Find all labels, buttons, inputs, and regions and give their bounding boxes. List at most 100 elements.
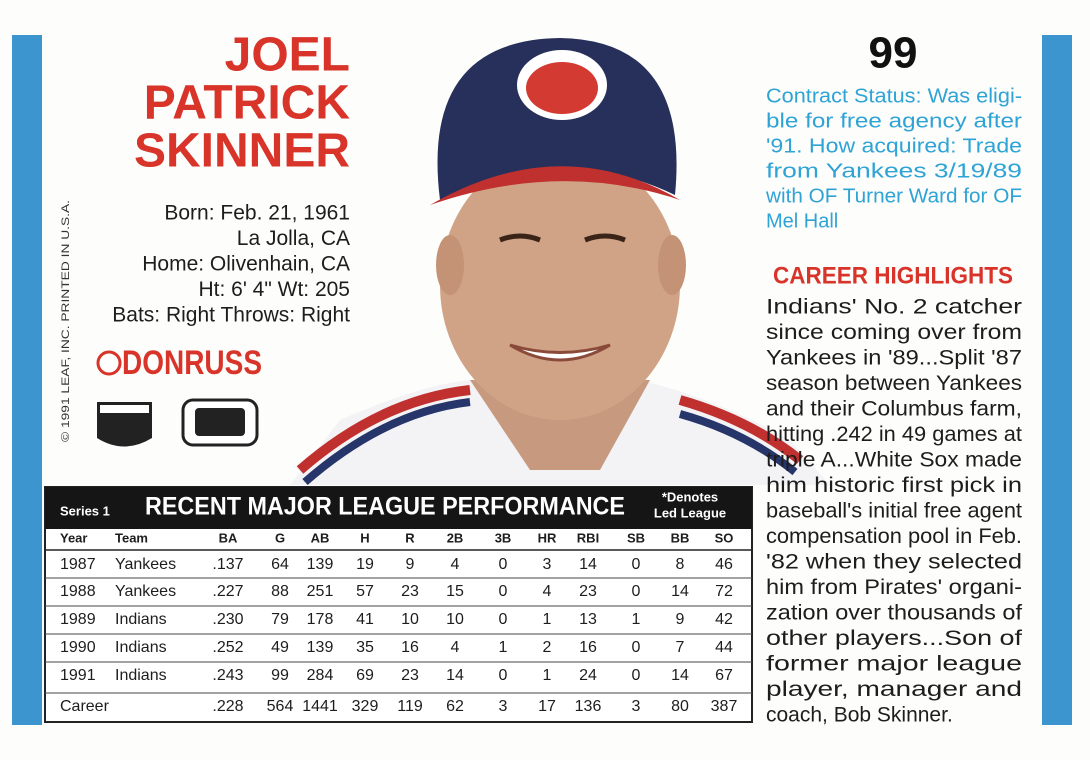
table-cell: 0 [632, 583, 641, 600]
highlights-line: since coming over from [766, 321, 1022, 344]
contract-line: Contract Status: Was eligi- [766, 85, 1022, 107]
table-cell: 16 [401, 639, 419, 656]
table-series: Series 1 [60, 503, 110, 518]
highlights-line: player, manager and [766, 678, 1022, 701]
table-cell: 0 [499, 667, 508, 684]
bio-line: Ht: 6' 4" Wt: 205 [198, 278, 350, 301]
bio-line: La Jolla, CA [237, 227, 350, 250]
table-title: RECENT MAJOR LEAGUE PERFORMANCE [145, 493, 625, 521]
table-cell: 1991 [60, 667, 96, 684]
table-header-cell: R [405, 530, 415, 545]
table-cell: .228 [212, 698, 243, 715]
table-cell: 7 [676, 639, 685, 656]
table-cell: 72 [715, 583, 733, 600]
highlights-line: him from Pirates' organi- [766, 576, 1022, 599]
card-number: 99 [869, 29, 918, 78]
contract-line: Mel Hall [766, 210, 838, 232]
table-header-cell: AB [311, 530, 330, 545]
table-note: Led League [654, 505, 726, 520]
table-cell: Indians [115, 639, 167, 656]
table-cell: 9 [676, 611, 685, 628]
table-cell: 13 [579, 611, 597, 628]
table-cell: 23 [579, 583, 597, 600]
table-cell: 79 [271, 611, 289, 628]
bio-line: Home: Olivenhain, CA [142, 253, 350, 276]
highlights-line: triple A...White Sox made [766, 449, 1022, 472]
highlights-line: coach, Bob Skinner. [766, 704, 953, 727]
highlights-line: him historic first pick in [766, 474, 1022, 497]
table-cell: 3 [499, 698, 508, 715]
table-cell: Yankees [115, 583, 176, 600]
donruss-ball [96, 350, 122, 376]
table-cell: 0 [632, 667, 641, 684]
table-cell: 1990 [60, 639, 96, 656]
table-cell: 1441 [302, 698, 338, 715]
table-header-cell: BB [671, 530, 690, 545]
table-cell: 0 [499, 611, 508, 628]
contract-line: with OF Turner Ward for OF [765, 185, 1022, 207]
table-cell: 1 [632, 611, 641, 628]
table-header-cell: 3B [495, 530, 512, 545]
left-stripe [12, 35, 42, 725]
player-name: JOEL [225, 29, 350, 82]
table-cell: 284 [307, 667, 334, 684]
table-cell: 3 [543, 556, 552, 573]
highlights-line: Indians' No. 2 catcher [766, 296, 1022, 319]
highlights-line: compensation pool in Feb. [766, 525, 1022, 548]
table-cell: 4 [451, 639, 460, 656]
contract-line: from Yankees 3/19/89 [766, 160, 1022, 182]
contract-line: ble for free agency after [766, 110, 1022, 132]
highlights-line: season between Yankees [766, 372, 1022, 395]
table-header-cell: Team [115, 530, 148, 545]
table-cell: 251 [307, 583, 334, 600]
table-cell: 178 [307, 611, 334, 628]
table-cell: 57 [356, 583, 374, 600]
table-cell: 67 [715, 667, 733, 684]
table-cell: 14 [671, 583, 689, 600]
table-header-cell: HR [538, 530, 557, 545]
mlbpa-logo [181, 398, 259, 447]
highlights-line: '82 when they selected [766, 551, 1022, 574]
table-cell: 15 [446, 583, 464, 600]
mlb-logo [97, 402, 152, 447]
table-cell: 1 [543, 611, 552, 628]
table-cell: 17 [538, 698, 556, 715]
table-cell: .243 [212, 667, 243, 684]
table-cell: 1 [543, 667, 552, 684]
table-header-cell: RBI [577, 530, 599, 545]
table-cell: 80 [671, 698, 689, 715]
table-header-cell: SB [627, 530, 645, 545]
table-cell: 41 [356, 611, 374, 628]
table-cell: 139 [307, 556, 334, 573]
highlights-line: Yankees in '89...Split '87 [766, 347, 1022, 370]
table-cell: 14 [671, 667, 689, 684]
highlights-line: baseball's initial free agent [766, 500, 1022, 523]
table-header-cell: G [275, 530, 285, 545]
table-cell: Career [60, 698, 110, 715]
brand-logo: DONRUSS [122, 344, 262, 382]
table-cell: 4 [451, 556, 460, 573]
table-cell: Yankees [115, 556, 176, 573]
player-photo [290, 38, 830, 486]
table-cell: 136 [575, 698, 602, 715]
player-name: PATRICK [144, 77, 351, 130]
bio-line: Bats: Right Throws: Right [112, 304, 350, 327]
table-header-cell: SO [715, 530, 734, 545]
table-cell: 14 [446, 667, 464, 684]
table-cell: 0 [499, 556, 508, 573]
table-cell: .137 [212, 556, 243, 573]
highlights-line: zation over thousands of [766, 602, 1022, 625]
table-cell: 69 [356, 667, 374, 684]
table-cell: 35 [356, 639, 374, 656]
table-cell: 8 [676, 556, 685, 573]
table-cell: 564 [267, 698, 294, 715]
table-cell: 10 [401, 611, 419, 628]
table-cell: 14 [579, 556, 597, 573]
contract-line: '91. How acquired: Trade [766, 135, 1022, 157]
table-cell: 10 [446, 611, 464, 628]
table-header-cell: BA [219, 530, 238, 545]
table-cell: 4 [543, 583, 552, 600]
table-cell: .252 [212, 639, 243, 656]
bio-line: Born: Feb. 21, 1961 [164, 202, 350, 225]
